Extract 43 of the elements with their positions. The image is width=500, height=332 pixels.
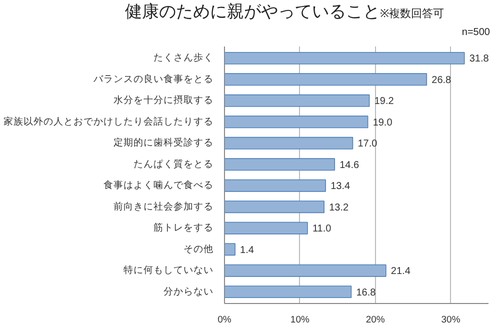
y-tick-label: たんぱく質をとる (134, 158, 214, 170)
bar (224, 243, 236, 256)
bar (224, 179, 326, 192)
bar (224, 286, 352, 298)
x-tick-label: 20% (366, 314, 386, 326)
data-label: 17.0 (358, 138, 378, 150)
bar (224, 136, 354, 150)
bar (224, 158, 336, 171)
y-tick-label: 食事はよく噛んで食べる (104, 179, 214, 192)
bar (224, 264, 386, 277)
y-tick-label: その他 (184, 242, 214, 255)
data-label: 16.8 (356, 287, 376, 298)
bar (224, 222, 308, 234)
y-tick-label: たくさん歩く (154, 52, 214, 64)
chart-subtitle: ※複数回答可 (380, 8, 444, 20)
data-label: 31.8 (469, 54, 490, 65)
data-label: 26.8 (432, 74, 452, 86)
bar (224, 116, 368, 128)
chart-title: 健康のために親がやっていること (125, 2, 380, 21)
bar (224, 200, 324, 214)
x-tick-label: 10% (290, 314, 310, 326)
y-tick-label: 前向きに社会参加する (114, 200, 214, 212)
data-label: 19.2 (374, 96, 394, 108)
data-label: 21.4 (390, 266, 411, 278)
text: n=500 (462, 26, 490, 40)
bar (224, 52, 465, 64)
y-tick-label: バランスの良い食事をとる (92, 72, 214, 85)
y-tick-label: 筋トレをする (154, 222, 214, 234)
data-label: 11.0 (312, 224, 332, 235)
data-label: 13.4 (330, 181, 350, 192)
y-tick-label: 定期的に歯科受診する (114, 136, 214, 149)
data-label: 14.6 (340, 160, 360, 171)
x-tick-label: 0% (218, 314, 232, 326)
y-tick-label: 分からない (164, 285, 214, 298)
data-label: 1.4 (240, 244, 254, 256)
y-tick-label: 水分を十分に摂取する (114, 94, 214, 106)
y-tick-label: 特に何もしていない (124, 264, 214, 276)
bar (224, 94, 370, 107)
y-tick-label: 家族以外の人とおでかけしたり会話したりする (4, 115, 214, 128)
data-label: 19.0 (372, 117, 393, 128)
bar (224, 73, 428, 86)
data-label: 13.2 (329, 202, 349, 214)
x-tick-label: 30% (441, 314, 461, 326)
